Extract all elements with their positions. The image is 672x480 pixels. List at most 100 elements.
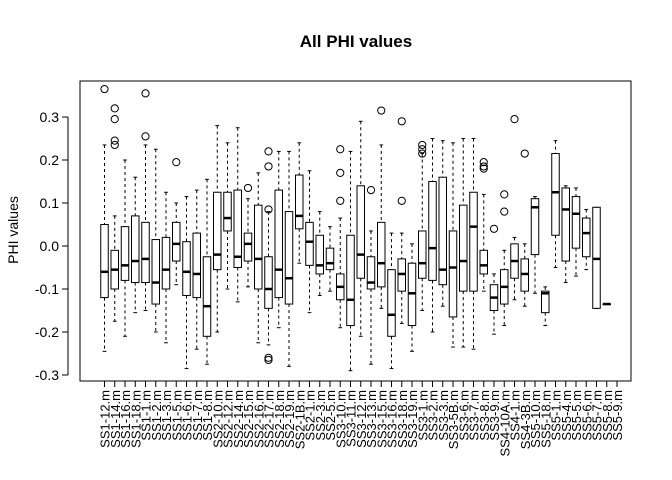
iqr-box <box>469 191 478 292</box>
x-tick-label: SS2-15.m <box>241 390 256 448</box>
box-SS2-1-m <box>305 170 314 314</box>
iqr-box <box>479 249 488 275</box>
chart-title: All PHI values <box>300 32 412 51</box>
iqr-box <box>233 189 242 269</box>
box-SS3-13-m <box>366 186 376 365</box>
box-SS5-8-m <box>602 302 611 306</box>
iqr-box <box>100 224 109 299</box>
box-SS3-3-m <box>438 140 447 307</box>
iqr-box <box>274 189 283 299</box>
y-tick-label: 0.1 <box>40 195 60 211</box>
box-SS5-7-m <box>592 206 601 309</box>
x-tick-label: SS3-16.m <box>385 390 400 448</box>
x-tick-label: SS5-4.m <box>559 390 574 441</box>
x-tick-label: SS5-9.m <box>610 390 625 441</box>
outlier-point <box>418 145 427 154</box>
iqr-box <box>161 236 171 290</box>
iqr-box <box>366 256 376 290</box>
y-axis: -0.3 -0.2 -0.1 0.0 0.1 0.2 0.3 <box>35 109 69 383</box>
iqr-box <box>448 230 458 318</box>
x-tick-label: SS1-18.m <box>128 390 143 448</box>
box-SS3-10-m <box>336 145 345 329</box>
outlier-point <box>377 106 386 115</box>
outlier-point <box>110 140 119 150</box>
box-SS3-12-m <box>356 120 365 337</box>
box-SS3-15-m <box>377 106 386 309</box>
x-tick-label: SS2-16.m <box>251 390 266 448</box>
outlier-point <box>397 196 406 205</box>
x-tick-label: SS2-17.m <box>262 390 277 448</box>
outlier-point <box>397 117 406 126</box>
box-SS5-4-m <box>561 185 570 284</box>
x-tick-label: SS1-2.m <box>149 390 164 441</box>
iqr-box <box>151 239 160 305</box>
outlier-point <box>336 145 345 154</box>
x-tick-label: SS1-5.m <box>169 390 184 441</box>
box-SS5-6-m <box>582 208 591 271</box>
iqr-box <box>325 247 335 271</box>
iqr-box <box>131 215 140 284</box>
box-SS3-18-m <box>397 117 406 324</box>
x-tick-label: SS3-11.m <box>344 390 359 447</box>
iqr-box <box>551 153 560 236</box>
plot-frame <box>79 80 632 382</box>
box-SS1-2-m <box>151 148 160 333</box>
iqr-box <box>561 187 570 262</box>
outlier-point <box>510 115 519 124</box>
box-SS5-18-m <box>541 286 550 327</box>
outlier-point <box>110 136 119 145</box>
x-tick-label: SS2-14.m <box>231 390 246 448</box>
outlier-point <box>100 84 109 94</box>
x-tick-label: SS5-5.m <box>569 390 584 441</box>
box-SS3-6-m <box>459 138 468 348</box>
y-tick-label: 0.2 <box>40 152 60 168</box>
outlier-point <box>418 140 427 150</box>
y-tick-label: -0.2 <box>35 324 59 340</box>
outlier-point <box>141 132 150 141</box>
box-SS3-2-m <box>428 138 437 333</box>
iqr-box <box>438 176 447 286</box>
x-tick-label: SS1-7.m <box>190 390 205 441</box>
box-SS2-18-m <box>274 150 283 329</box>
outlier-point <box>479 162 488 171</box>
x-tick-label: SS1-16.m <box>118 390 133 448</box>
x-tick-label: SS2-1.m <box>303 390 318 441</box>
x-tick-label: SS4-3B.m <box>518 390 533 449</box>
iqr-box <box>346 234 355 327</box>
box-SS3-9-m <box>489 224 499 335</box>
box-series <box>100 84 611 372</box>
outlier-point <box>336 168 345 177</box>
iqr-box <box>295 174 304 230</box>
x-tick-label: SS2-12.m <box>221 390 236 448</box>
x-tick-label: SS3-8.m <box>477 390 492 441</box>
iqr-box <box>541 290 550 314</box>
outlier-point <box>418 149 427 158</box>
box-SS4-1-m <box>510 115 519 301</box>
x-tick-label: SS3-3.m <box>436 390 451 441</box>
x-tick-label: SS1-6.m <box>180 390 195 441</box>
box-SS1-14-m <box>110 104 119 322</box>
outlier-point <box>479 164 488 173</box>
outlier-point <box>264 162 273 171</box>
outlier-point <box>264 355 273 365</box>
box-SS2-17-m <box>264 147 273 365</box>
box-SS1-7-m <box>192 189 201 350</box>
iqr-box <box>582 217 591 258</box>
iqr-box <box>428 181 437 281</box>
x-tick-label: SS3-15.m <box>374 390 389 448</box>
box-SS5-10-m <box>530 196 540 294</box>
x-tick-label: SS4-1.m <box>508 390 523 441</box>
box-SS2-10-m <box>213 125 222 333</box>
outlier-point <box>336 196 345 205</box>
box-SS2-19-m <box>284 150 294 367</box>
iqr-box <box>459 204 468 292</box>
x-tick-label: SS3-13.m <box>364 390 379 448</box>
box-SS1-6-m <box>182 196 191 370</box>
iqr-box <box>141 221 150 284</box>
box-SS1-18-m <box>131 176 140 314</box>
box-SS2-1B-m <box>295 142 304 264</box>
iqr-box <box>284 211 294 305</box>
box-SS3-19-m <box>407 243 417 352</box>
x-axis: SS1-12.mSS1-14.mSS1-16.mSS1-18.mSS1-1.mS… <box>98 380 625 456</box>
box-SS3-1-m <box>418 140 427 311</box>
